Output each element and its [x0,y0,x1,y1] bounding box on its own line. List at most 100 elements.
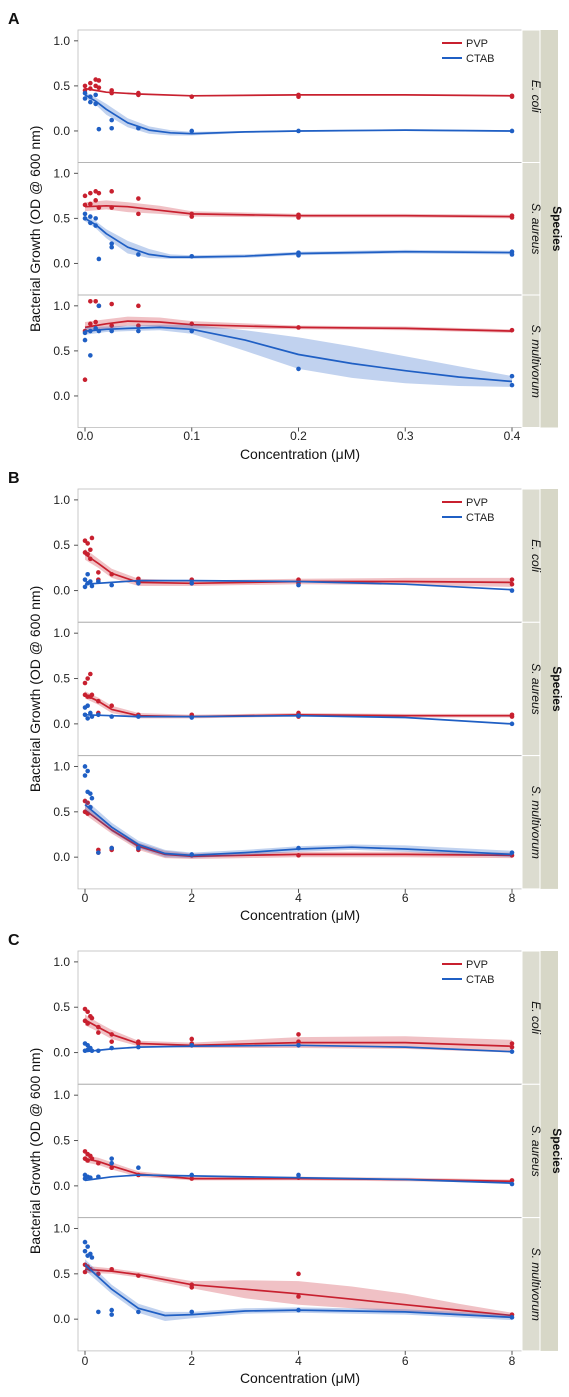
confidence-band [85,805,512,859]
facet-label: S. aureus [529,1125,543,1176]
fit-line [84,1174,513,1184]
data-point [82,577,88,582]
data-point [93,319,98,325]
series-ctab [82,211,515,262]
fit-line [84,94,513,135]
facet-1: 0.0 0.5 1.0 S. aureus [53,621,543,757]
data-point [96,78,102,83]
data-point [509,373,515,379]
panel-a: A Species 0.0 0.5 1.0 E. coli PVP CTAB 0.0 0.5 1.0… [8,11,564,462]
data-point [96,303,102,309]
x-tick-label: 6 [402,891,409,905]
data-point [109,117,114,123]
y-tick-label: 0.0 [53,1312,70,1326]
y-tick-label: 0.0 [53,389,70,403]
facet-label: E. coli [529,80,543,113]
data-point [109,1039,114,1044]
y-tick-label: 1.0 [53,493,70,507]
data-point [136,196,141,201]
data-point [109,241,114,246]
y-tick-label: 1.0 [53,626,70,640]
facet-2: 0.0 0.5 1.0 S. multivorum [53,294,543,428]
facet-title-strip [540,489,558,889]
data-point [85,571,90,577]
fit-line [84,1019,513,1048]
legend-label: CTAB [466,512,495,524]
data-point [93,216,98,221]
legend-label: PVP [466,497,488,509]
fit-line [84,320,513,332]
data-point [96,570,101,575]
data-point [82,337,88,343]
fit-line [84,217,513,258]
facet-label: S. multivorum [529,325,543,398]
panel-label: A [8,11,20,28]
x-tick-label: 6 [402,1354,409,1368]
y-tick-label: 1.0 [53,299,70,313]
y-axis-label: Bacterial Growth (OD @ 600 nm) [27,586,43,792]
data-point [96,126,102,132]
series-ctab [82,1239,515,1321]
y-tick-label: 1.0 [53,1221,70,1235]
data-point [189,214,195,219]
data-point [96,1030,101,1035]
data-point [109,845,114,851]
facet-2: 0.0 0.5 1.0 S. multivorum [53,755,543,890]
series-ctab [82,571,515,593]
data-point [296,1271,301,1277]
y-tick-label: 1.0 [53,34,70,48]
data-point [189,1285,195,1290]
data-point [82,377,88,383]
panel-c: C Species 0.0 0.5 1.0 E. coli PVP CTAB 0.0 0.5 1.0… [8,932,564,1386]
panel-label: B [8,470,20,487]
data-point [89,535,95,541]
data-point [82,1239,88,1245]
fit-line [84,87,513,97]
series-pvp [82,1262,515,1319]
facet-label: E. coli [529,539,543,572]
fit-line [84,204,513,218]
x-tick-label: 0.2 [290,429,307,443]
y-axis-label: Bacterial Growth (OD @ 600 nm) [27,126,43,332]
data-point [82,712,88,718]
data-point [93,198,98,203]
data-point [189,581,195,586]
data-point [189,1036,195,1042]
x-tick-label: 0.4 [504,429,521,443]
data-point [109,323,114,328]
data-point [82,773,88,778]
panel-label: C [8,932,20,949]
data-point [88,547,93,553]
fit-line [84,803,513,857]
fit-line [84,326,513,383]
facet-1: 0.0 0.5 1.0 S. aureus [53,162,543,296]
data-point [85,541,90,546]
x-tick-label: 4 [295,891,302,905]
x-tick-label: 2 [188,891,195,905]
data-point [85,716,90,721]
data-point [96,190,102,196]
y-tick-label: 0.0 [53,584,70,598]
fit-line [84,553,513,585]
fit-line [84,1264,513,1319]
data-point [89,583,95,589]
facet-label: S. multivorum [529,1248,543,1321]
y-tick-label: 0.0 [53,850,70,864]
facet-frame [77,755,523,890]
facet-title-strip [540,30,558,428]
data-point [109,1156,114,1161]
data-point [85,800,90,806]
series-pvp [82,77,515,100]
x-tick-label: 0.1 [183,429,200,443]
facet-label: S. aureus [529,663,543,714]
data-point [296,1032,301,1037]
legend: PVP CTAB [442,38,495,65]
data-point [85,676,90,681]
fit-line [84,1044,513,1053]
facet-label: S. aureus [529,203,543,254]
data-point [109,1312,114,1317]
data-point [189,1309,195,1315]
y-tick-label: 1.0 [53,955,70,969]
data-point [96,850,101,855]
